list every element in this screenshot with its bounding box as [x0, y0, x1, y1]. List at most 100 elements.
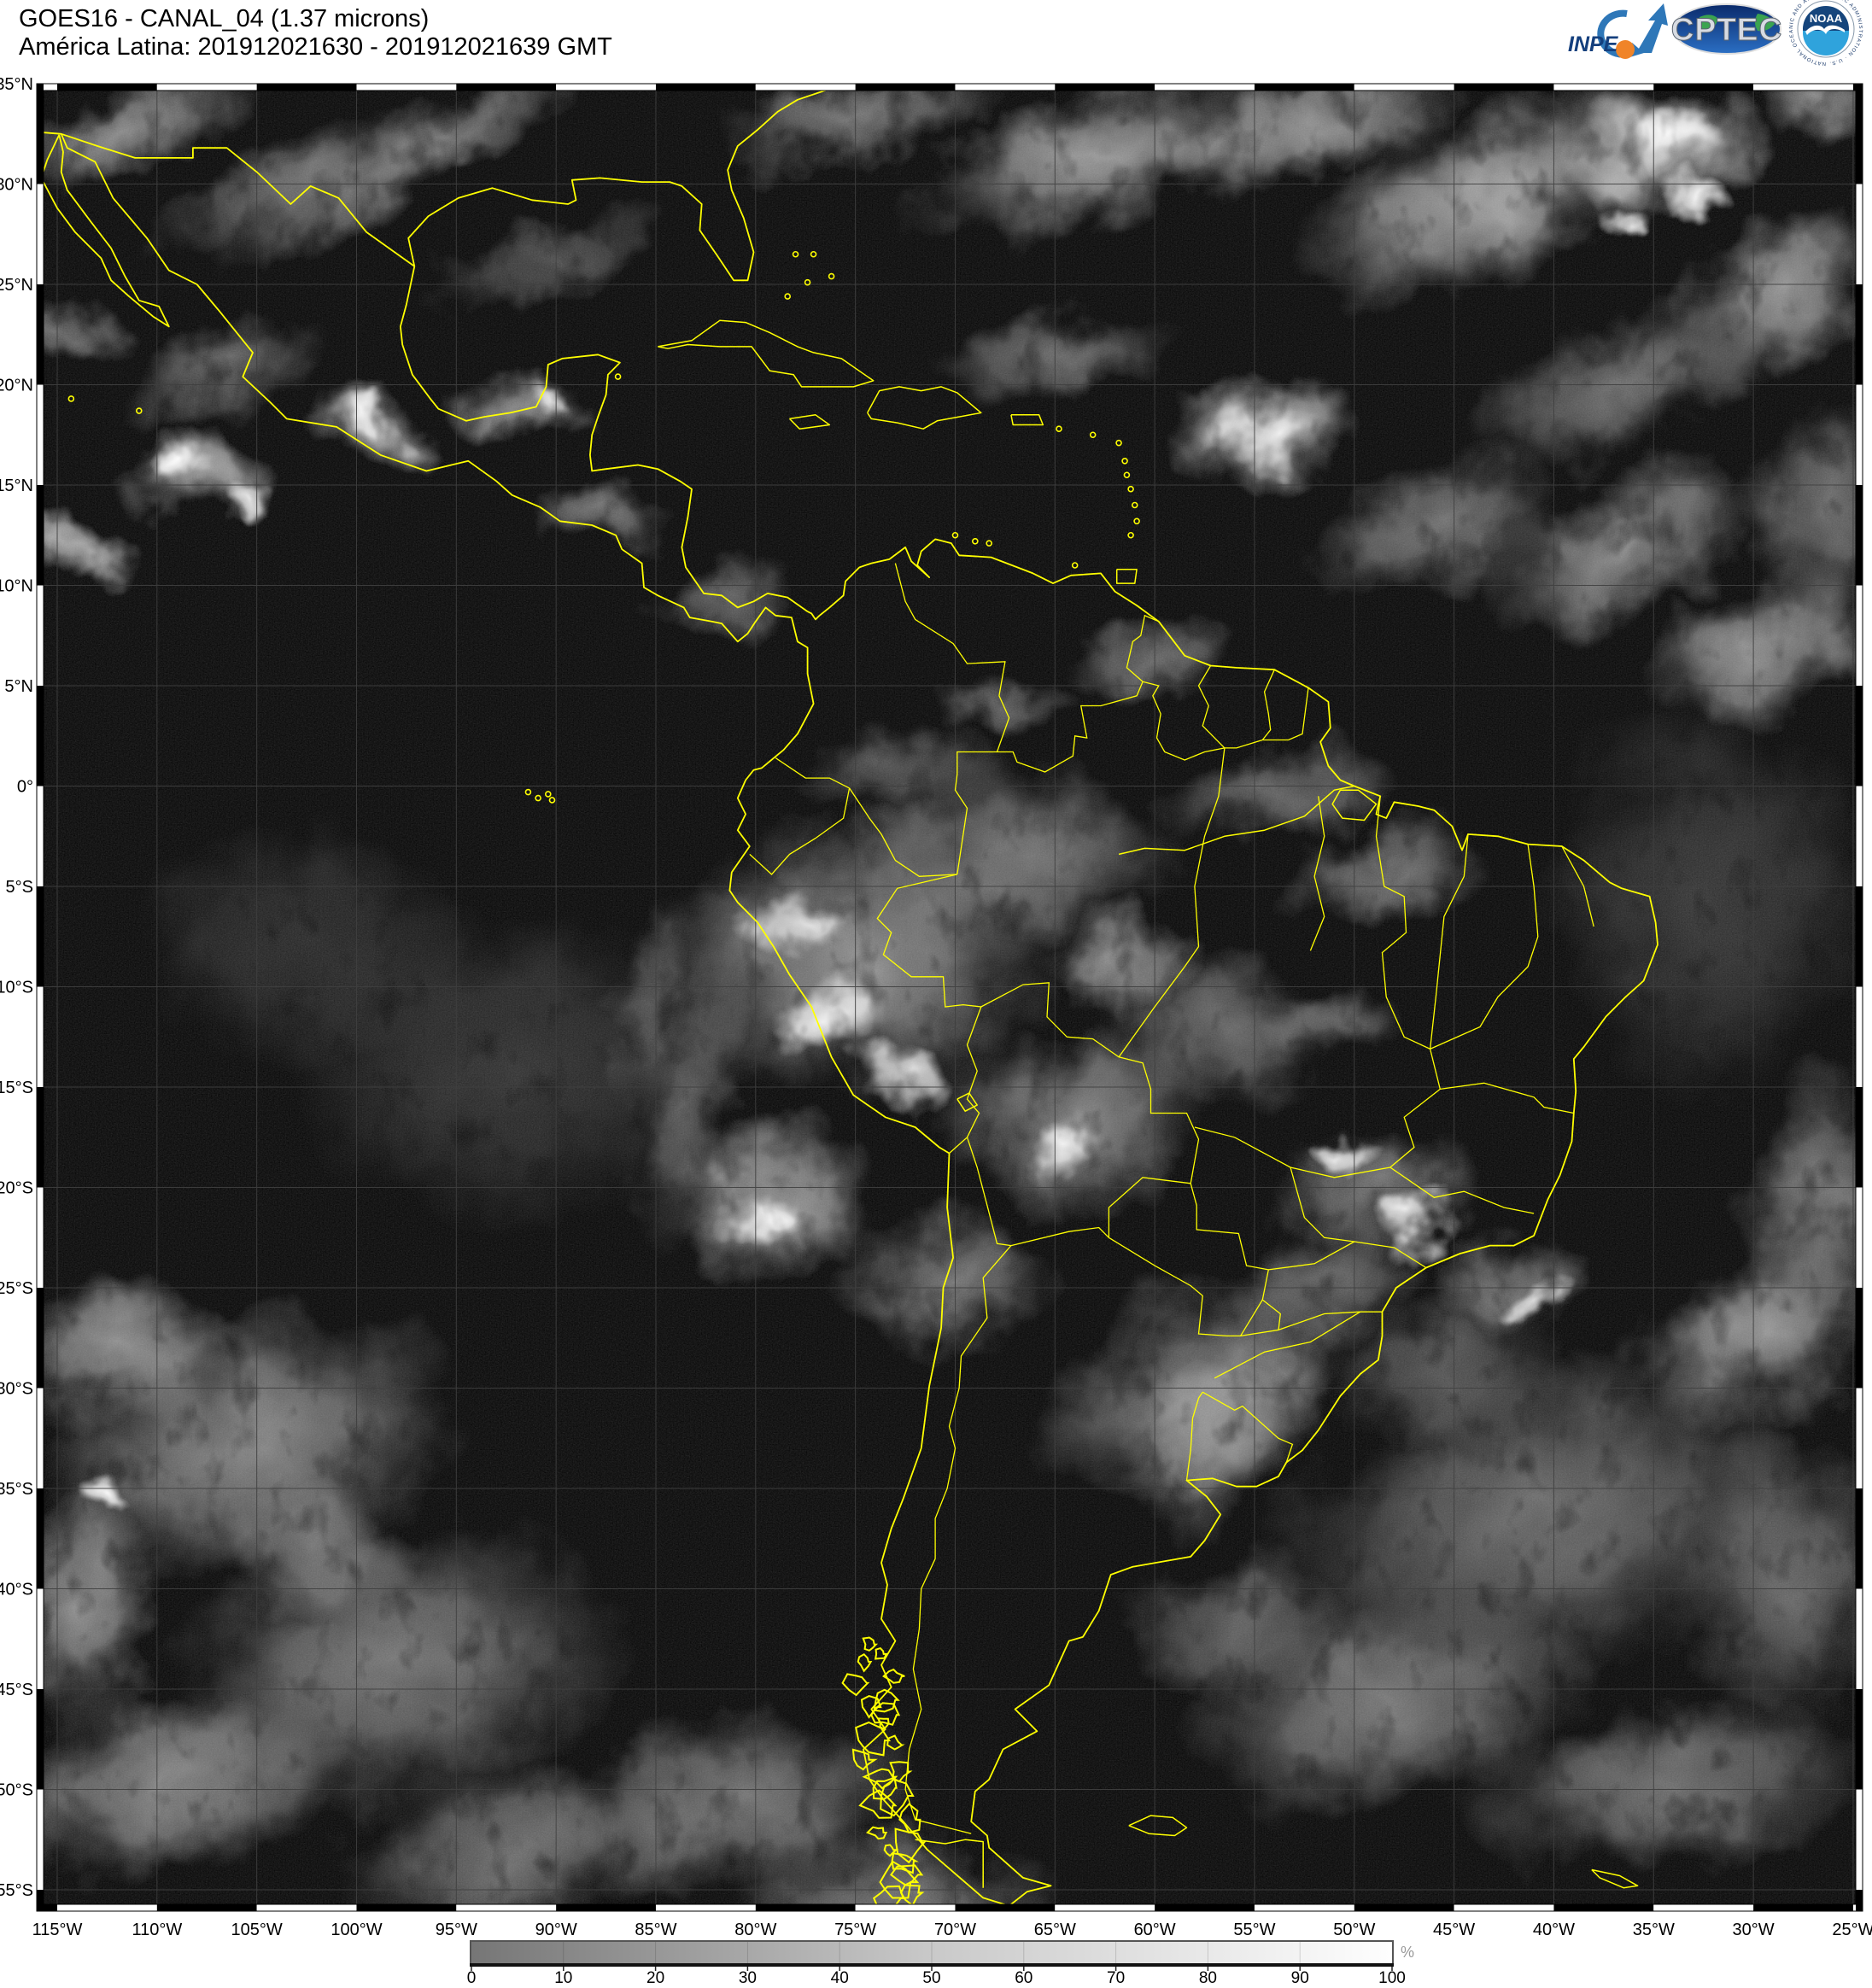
border-line: [966, 1137, 1011, 1247]
fjord-island: [880, 1778, 915, 1817]
frame-left-segment: [37, 1288, 44, 1389]
colorbar-tick-label: 40: [831, 1969, 849, 1987]
colorbar-tick-label: 30: [739, 1969, 757, 1987]
frame-top-segment: [755, 84, 856, 91]
internal-borders: [749, 563, 1594, 1834]
island-dot: [1056, 425, 1062, 433]
frame-right-segment: [1856, 1288, 1863, 1389]
fjord-island: [865, 1826, 888, 1840]
fjord-island: [873, 1688, 900, 1713]
frame-left-segment: [37, 786, 44, 886]
chilean-fjords: [841, 1636, 927, 1904]
fjord-island: [886, 1734, 905, 1751]
amazon-river-line: [1118, 785, 1354, 856]
frame-bottom-segment: [1653, 1904, 1754, 1911]
latlon-gridlines: [44, 91, 1856, 1904]
lake-titicaca-outline: [956, 1092, 978, 1112]
lon-tick-label: 50°W: [1333, 1921, 1375, 1939]
frame-left-segment: [37, 1789, 44, 1890]
frame-left-segment: [37, 485, 44, 586]
inpe-arrow-icon: [1636, 3, 1668, 53]
frame-left-segment: [37, 1187, 44, 1288]
island-dot: [972, 537, 979, 545]
lon-tick-label: 115°W: [32, 1921, 83, 1939]
lat-tick-label: 20°N: [0, 377, 33, 395]
fjord-island: [851, 1748, 878, 1771]
map-frame: [36, 83, 1863, 1912]
border-line: [904, 1245, 1012, 1834]
lat-tick-label: 35°S: [0, 1480, 33, 1499]
island-dot: [67, 395, 75, 402]
cptec-globe-land2: [1755, 14, 1775, 32]
fjord-island: [882, 1668, 905, 1684]
lon-tick-label: 40°W: [1533, 1921, 1575, 1939]
lon-tick-label: 105°W: [231, 1921, 283, 1939]
cptec-logo-text: CPTEC: [1671, 12, 1782, 47]
frame-top-segment: [655, 84, 756, 91]
frame-left-segment: [37, 1689, 44, 1790]
frame-left-segment: [37, 1588, 44, 1689]
lat-tick-label: 40°S: [0, 1581, 33, 1599]
island-dot: [828, 272, 835, 280]
border-line: [997, 681, 1144, 773]
frame-right-segment: [1856, 284, 1863, 385]
frame-top-segment: [256, 84, 357, 91]
frame-right-segment: [1856, 1388, 1863, 1488]
border-line: [1375, 796, 1430, 1050]
lat-tick-label: 10°S: [0, 979, 33, 997]
noaa-sea-icon: [1803, 31, 1849, 56]
frame-right-segment: [1856, 1488, 1863, 1589]
frame-inner-line: [43, 90, 1857, 1905]
lon-tick-label: 80°W: [734, 1921, 776, 1939]
island-dot: [792, 250, 799, 258]
border-line: [749, 787, 851, 875]
lon-tick-label: 45°W: [1433, 1921, 1475, 1939]
lon-tick-label: 25°W: [1832, 1921, 1872, 1939]
frame-top-segment: [356, 84, 457, 91]
lon-tick-label: 55°W: [1233, 1921, 1275, 1939]
lat-tick-label: 30°N: [0, 176, 33, 195]
frame-top-segment: [1753, 84, 1853, 91]
frame-top-segment: [1454, 84, 1554, 91]
jamaica-coastline: [788, 414, 831, 430]
fjord-island: [874, 1646, 888, 1660]
border-line: [1108, 1177, 1191, 1238]
lon-tick-label: 85°W: [635, 1921, 676, 1939]
lon-tick-label: 75°W: [834, 1921, 876, 1939]
border-line: [1278, 1311, 1383, 1331]
colorbar-tick-label: 50: [922, 1969, 940, 1987]
lat-tick-label: 50°S: [0, 1781, 33, 1800]
frame-left-segment: [37, 284, 44, 385]
colorbar-tick-label: 70: [1107, 1969, 1125, 1987]
fjord-island: [872, 1885, 904, 1904]
island-dot: [986, 540, 992, 547]
falkland-islands-coastline: [1128, 1815, 1188, 1837]
colorbar-tick-label: 20: [646, 1969, 664, 1987]
border-line: [1290, 1166, 1427, 1269]
lon-tick-label: 110°W: [132, 1921, 182, 1939]
frame-left-segment: [37, 84, 44, 184]
lon-tick-label: 70°W: [934, 1921, 976, 1939]
fjord-island: [889, 1761, 913, 1783]
frame-bottom-segment: [1055, 1904, 1155, 1911]
frame-bottom-segment: [1454, 1904, 1554, 1911]
latin-america-coastline: [60, 133, 1658, 1904]
lat-axis-labels: 35°N 30°N 25°N 20°N 15°N 10°N 5°N 0° 5°S 10°S 15°S…: [0, 75, 33, 1900]
colorbar-tick-label: 80: [1199, 1969, 1217, 1987]
island-dot: [1131, 501, 1138, 509]
fjord-island: [883, 1844, 899, 1857]
frame-right-segment: [1856, 1087, 1863, 1188]
frame-left-segment: [37, 1890, 44, 1911]
inpe-logo: INPE: [1568, 3, 1668, 59]
lon-tick-label: 60°W: [1134, 1921, 1176, 1939]
frame-bottom-segment: [57, 1904, 157, 1911]
fjord-island: [858, 1789, 898, 1819]
lat-tick-label: 55°S: [0, 1881, 33, 1900]
border-line: [1142, 681, 1226, 761]
border-line: [1430, 844, 1539, 1050]
border-line: [1126, 614, 1160, 682]
fjord-island: [862, 1636, 879, 1652]
frame-bottom-segment: [256, 1904, 357, 1911]
border-line: [1202, 1391, 1294, 1463]
